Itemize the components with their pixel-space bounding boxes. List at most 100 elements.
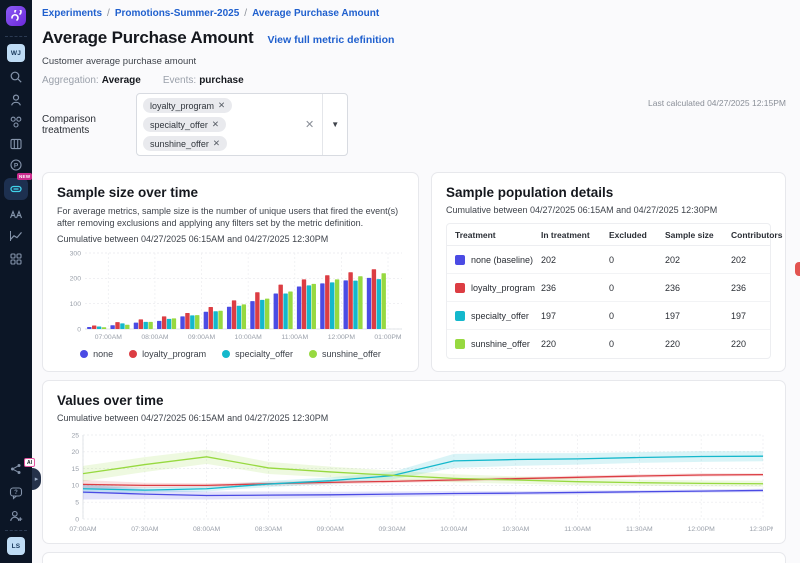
breadcrumb-separator: /: [107, 8, 110, 19]
population-table: TreatmentIn treatmentExcludedSample size…: [446, 223, 771, 359]
values-line-chart[interactable]: 051015202507:00AM07:30AM08:00AM08:30AM09…: [57, 427, 771, 540]
invite-user-icon[interactable]: [0, 509, 32, 523]
svg-text:100: 100: [70, 301, 82, 308]
chevron-down-icon[interactable]: ▼: [322, 94, 347, 155]
sidebar: WJ P NEW AI ? LS: [0, 0, 32, 563]
sample-size-bar-chart[interactable]: 010020030007:00AM08:00AM09:00AM10:00AM11…: [57, 248, 404, 347]
svg-text:12:00PM: 12:00PM: [328, 334, 356, 341]
metric-subtitle: Customer average purchase amount: [42, 56, 786, 67]
treatment-chip[interactable]: specialty_offer✕: [143, 117, 226, 132]
table-cell: 220: [541, 339, 609, 349]
svg-text:10:00AM: 10:00AM: [440, 526, 468, 533]
treatment-color-swatch: [455, 283, 465, 293]
ai-assistant-icon[interactable]: AI: [0, 462, 32, 476]
svg-text:11:00AM: 11:00AM: [564, 526, 591, 533]
svg-text:09:30AM: 09:30AM: [378, 526, 406, 533]
table-cell: 202: [541, 255, 609, 265]
treatment-name: sunshine_offer: [471, 339, 530, 349]
users-icon[interactable]: [0, 93, 32, 107]
table-cell: 0: [609, 339, 665, 349]
treatment-chip[interactable]: loyalty_program ✕: [143, 98, 232, 113]
treatment-color-swatch: [455, 311, 465, 321]
feature-gates-icon[interactable]: [0, 115, 32, 129]
table-row[interactable]: specialty_offer1970197197: [447, 302, 770, 330]
sample-size-title: Sample size over time: [57, 185, 404, 200]
table-cell: 197: [665, 311, 731, 321]
treatment-chip[interactable]: sunshine_offer✕: [143, 136, 227, 151]
table-cell: 236: [731, 283, 762, 293]
values-over-time-card: Values over time Cumulative between 04/2…: [42, 380, 786, 544]
table-cell: 220: [665, 339, 731, 349]
sidebar-divider-bottom: [5, 530, 27, 531]
feedback-tab[interactable]: [795, 262, 800, 276]
column-header: In treatment: [541, 230, 609, 240]
legend-label: specialty_offer: [235, 349, 293, 359]
legend-dot: [222, 350, 230, 358]
user-avatar[interactable]: LS: [0, 537, 32, 555]
table-cell: 202: [731, 255, 762, 265]
comparison-treatments-select[interactable]: loyalty_program✕specialty_offer✕sunshine…: [136, 93, 348, 156]
metrics-chart-icon[interactable]: [0, 229, 32, 243]
svg-text:?: ?: [14, 490, 18, 496]
legend-item[interactable]: loyalty_program: [129, 349, 206, 359]
legend-item[interactable]: none: [80, 349, 113, 359]
chip-remove-icon[interactable]: ✕: [212, 119, 219, 130]
legend-item[interactable]: specialty_offer: [222, 349, 293, 359]
column-header: Treatment: [455, 230, 541, 240]
breadcrumb-experiments[interactable]: Experiments: [42, 8, 102, 19]
chip-remove-icon[interactable]: ✕: [213, 138, 220, 149]
sample-size-description: For average metrics, sample size is the …: [57, 205, 404, 229]
svg-text:07:30AM: 07:30AM: [131, 526, 159, 533]
product-analytics-icon-active[interactable]: [4, 178, 28, 200]
search-icon[interactable]: [0, 70, 32, 84]
legend-dot: [80, 350, 88, 358]
legend-item[interactable]: sunshine_offer: [309, 349, 381, 359]
svg-text:09:00AM: 09:00AM: [188, 334, 216, 341]
population-cumulative: Cumulative between 04/27/2025 06:15AM an…: [446, 205, 771, 215]
events-value: purchase: [199, 75, 243, 86]
page-title: Average Purchase Amount: [42, 28, 253, 48]
events-label: Events:: [163, 75, 196, 86]
table-cell: 202: [665, 255, 731, 265]
new-badge: NEW: [17, 173, 32, 180]
svg-text:0: 0: [77, 327, 81, 334]
legend-label: none: [93, 349, 113, 359]
breadcrumb-experiment-name[interactable]: Promotions-Summer-2025: [115, 8, 239, 19]
apps-grid-icon[interactable]: [0, 252, 32, 266]
values-cumulative: Cumulative between 04/27/2025 06:15AM an…: [57, 413, 771, 423]
values-title: Values over time: [57, 393, 771, 408]
treatment-color-swatch: [455, 339, 465, 349]
table-cell: 220: [731, 339, 762, 349]
statsig-logo[interactable]: [0, 6, 32, 26]
svg-text:P: P: [14, 162, 19, 169]
breadcrumb-metric-name[interactable]: Average Purchase Amount: [252, 8, 379, 19]
table-row[interactable]: loyalty_program2360236236: [447, 274, 770, 302]
chip-label: loyalty_program: [150, 101, 214, 111]
treatment-name: specialty_offer: [471, 311, 529, 321]
clear-all-icon[interactable]: ✕: [297, 94, 322, 155]
table-row[interactable]: none (baseline)2020202202: [447, 246, 770, 274]
table-cell: 0: [609, 311, 665, 321]
dynamic-config-icon[interactable]: P: [0, 158, 32, 172]
svg-text:200: 200: [70, 276, 82, 283]
table-cell: 197: [541, 311, 609, 321]
svg-text:300: 300: [70, 251, 82, 258]
last-calculated: Last calculated 04/27/2025 12:15PM: [648, 98, 786, 108]
ab-testing-icon[interactable]: [0, 207, 32, 221]
aggregation-value: Average: [102, 75, 141, 86]
population-card: Sample population details Cumulative bet…: [431, 172, 786, 372]
svg-text:0: 0: [75, 516, 79, 523]
table-cell: 197: [731, 311, 762, 321]
experiments-columns-icon[interactable]: [0, 137, 32, 151]
svg-text:20: 20: [71, 449, 79, 456]
table-row[interactable]: sunshine_offer2200220220: [447, 330, 770, 358]
view-metric-definition-link[interactable]: View full metric definition: [267, 34, 394, 46]
help-icon[interactable]: ?: [0, 486, 32, 500]
metric-dispersion-card: Metric dispersion Cumulative between 04/…: [42, 552, 786, 563]
table-cell: 236: [665, 283, 731, 293]
treatment-name: loyalty_program: [471, 283, 535, 293]
chip-remove-icon[interactable]: ✕: [218, 100, 225, 111]
column-header: Excluded: [609, 230, 665, 240]
workspace-avatar[interactable]: WJ: [0, 44, 32, 62]
legend-label: loyalty_program: [142, 349, 206, 359]
